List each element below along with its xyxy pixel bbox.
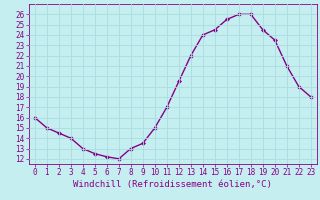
X-axis label: Windchill (Refroidissement éolien,°C): Windchill (Refroidissement éolien,°C): [73, 180, 272, 189]
